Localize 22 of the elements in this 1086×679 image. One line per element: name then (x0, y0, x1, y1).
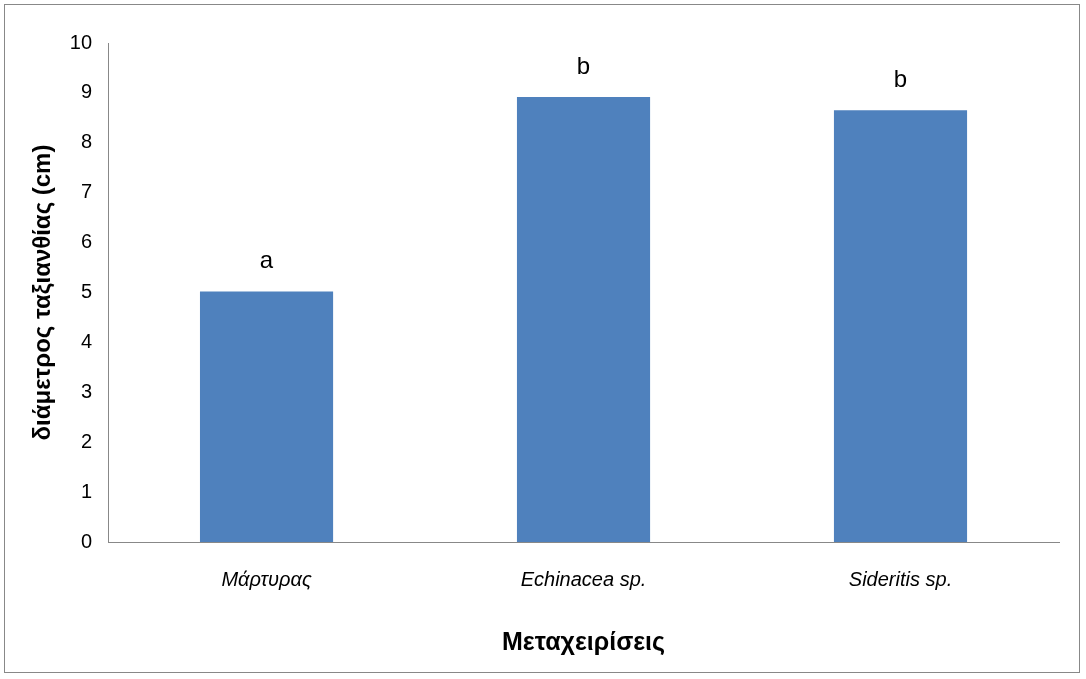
x-tick-label: Echinacea sp. (520, 567, 647, 590)
annotation: b (893, 64, 908, 92)
annotation: b (576, 51, 591, 79)
bar (516, 96, 651, 542)
y-tick-label: 3 (80, 379, 93, 402)
y-tick-label: 0 (80, 529, 93, 552)
y-tick-label: 7 (80, 180, 93, 203)
x-axis-title: Μεταχειρίσεις (501, 626, 666, 656)
y-axis-title: διάμετρος ταξιανθίας (cm) (28, 144, 56, 441)
bar (833, 110, 968, 542)
y-tick-label: 4 (80, 329, 93, 352)
annotation: a (259, 246, 274, 274)
y-tick-label: 1 (80, 479, 93, 502)
y-tick-label: 10 (69, 30, 93, 53)
y-tick-label: 5 (80, 280, 93, 303)
y-tick-label: 6 (80, 230, 93, 253)
y-tick-label: 2 (80, 429, 93, 452)
y-tick-label: 9 (80, 80, 93, 103)
bar (199, 291, 334, 542)
x-tick-label: Sideritis sp. (848, 567, 953, 590)
y-tick-label: 8 (80, 130, 93, 153)
x-tick-label: Μάρτυρας (221, 567, 312, 590)
